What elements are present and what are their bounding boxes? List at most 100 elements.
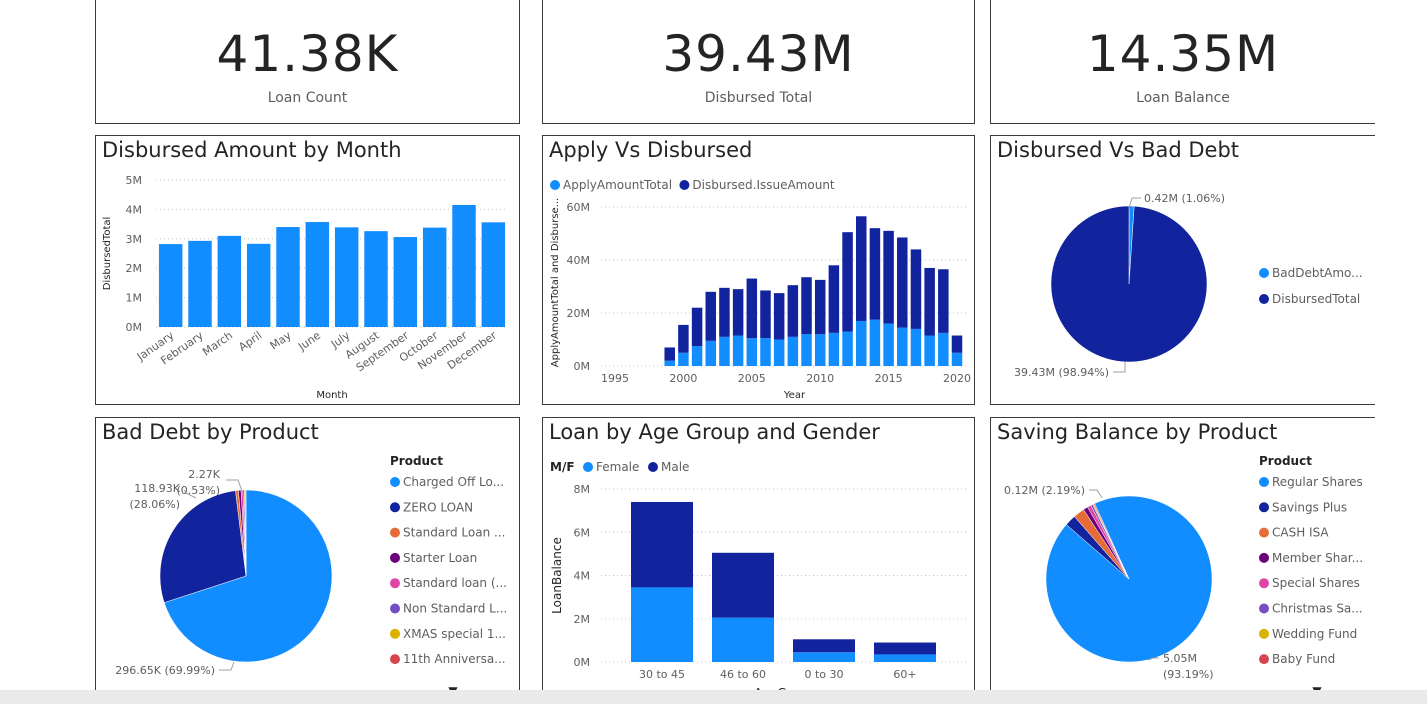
- chart-title: Loan by Age Group and Gender: [549, 420, 880, 444]
- bar-disbursed-2013: [855, 216, 867, 321]
- label-leader-line: [1113, 362, 1126, 373]
- x-tick-label: 60+: [893, 668, 916, 681]
- bar-apply-2013: [855, 320, 867, 366]
- legend-marker: [1259, 477, 1269, 487]
- data-label-regular-shares: 5.05M: [1163, 652, 1197, 665]
- kpi-label: Loan Count: [267, 90, 348, 106]
- bar-january: [158, 244, 183, 327]
- bar-december: [481, 222, 506, 327]
- legend-label: Christmas Sa...: [1272, 602, 1363, 616]
- bar-disbursed-2018: [924, 267, 935, 336]
- legend-label: Female: [596, 460, 639, 474]
- legend-label: Baby Fund: [1272, 652, 1335, 666]
- y-tick-label: 3M: [126, 233, 143, 246]
- x-tick-label: 2010: [806, 372, 834, 385]
- legend-marker: [390, 578, 400, 589]
- legend-marker: [390, 477, 400, 487]
- chart-title: Disbursed Vs Bad Debt: [997, 138, 1240, 162]
- label-leader-line: [226, 479, 243, 492]
- legend-marker: [1259, 628, 1269, 639]
- chart-title: Bad Debt by Product: [102, 420, 319, 444]
- pie-slice-1: [1050, 205, 1208, 363]
- bar-november: [452, 204, 476, 327]
- pie-slice-0: [163, 489, 333, 663]
- x-tick-label: March: [200, 329, 235, 359]
- kpi-label: Loan Balance: [1136, 90, 1230, 106]
- y-tick-label: 2M: [126, 262, 143, 275]
- bar-disbursed-2002: [705, 291, 717, 341]
- legend-label: 11th Anniversa...: [403, 652, 506, 666]
- chart-card-apply-vs-disbursed[interactable]: Apply Vs Disbursed ApplyAmountTotal Disbu…: [542, 135, 975, 405]
- legend-title: Product: [390, 454, 443, 468]
- legend-label: Standard loan (...: [403, 576, 507, 590]
- x-tick-label: 0 to 30: [804, 668, 843, 681]
- bar-disbursed-2007: [773, 293, 785, 340]
- chart-title: Disbursed Amount by Month: [102, 138, 402, 162]
- kpi-card-loan-balance[interactable]: 14.35M Loan Balance: [990, 0, 1375, 124]
- legend-title: Product: [1259, 454, 1312, 468]
- legend-marker: [390, 603, 400, 614]
- bar-disbursed-2019: [938, 269, 949, 333]
- x-axis-title: Month: [316, 390, 347, 401]
- x-tick-label: May: [268, 329, 294, 353]
- bar-disbursed-2011: [828, 265, 840, 333]
- bar-apply-2019: [938, 332, 949, 366]
- legend-marker: [648, 462, 658, 472]
- x-tick-label: 2020: [943, 372, 971, 385]
- bar-march: [217, 235, 242, 327]
- legend-label: BadDebtAmo...: [1272, 266, 1363, 280]
- bar-apply-2020: [951, 352, 963, 366]
- bar-june: [305, 222, 330, 327]
- kpi-value: 14.35M: [1086, 25, 1280, 83]
- data-label-zero-loan: 118.93K: [134, 482, 180, 495]
- chart-card-disbursed-vs-bad-debt[interactable]: Disbursed Vs Bad Debt 0.42M (1.06%) 39.43…: [990, 135, 1375, 405]
- bar-female-2: [793, 652, 855, 662]
- y-tick-label: 40M: [567, 254, 591, 267]
- y-tick-label: 8M: [574, 483, 591, 496]
- bar-disbursed-2020: [951, 335, 963, 353]
- bar-apply-2016: [897, 327, 908, 366]
- data-label-bad-debt: 0.42M (1.06%): [1144, 192, 1225, 205]
- bar-disbursed-2010: [814, 279, 826, 335]
- x-axis-title: Year: [783, 390, 806, 401]
- y-axis-title: LoanBalance: [550, 537, 564, 614]
- legend-label: Charged Off Lo...: [403, 475, 504, 489]
- pie-chart-disbursed-vs-bad-debt[interactable]: 0.42M (1.06%) 39.43M (98.94%) BadDebtAmo..…: [991, 136, 1375, 405]
- bar-disbursed-2012: [842, 232, 853, 332]
- kpi-card-loan-count[interactable]: 41.38K Loan Count: [95, 0, 520, 124]
- pie-chart-saving-balance-by-product[interactable]: 5.05M (93.19%) 0.12M (2.19%) Product Regular…: [991, 418, 1375, 704]
- y-axis-title: ApplyAmountTotal and Disburse...: [550, 198, 561, 367]
- legend-marker: [1259, 268, 1269, 278]
- bar-disbursed-1999: [664, 347, 675, 361]
- chart-card-saving-balance-by-product[interactable]: Saving Balance by Product 5.05M (93.19%) 0…: [990, 417, 1375, 704]
- legend-marker: [390, 654, 400, 665]
- legend-marker: [390, 628, 400, 639]
- chart-card-loan-by-age-gender[interactable]: Loan by Age Group and Gender M/F Female Ma…: [542, 417, 975, 704]
- bar-apply-2010: [814, 334, 826, 366]
- pie-chart-bad-debt-by-product[interactable]: 296.65K (69.99%) 118.93K (28.06%) 2.27K (0.5…: [96, 418, 520, 704]
- pie-slice-1: [159, 490, 247, 603]
- bar-disbursed-2015: [883, 230, 894, 324]
- kpi-value: 41.38K: [216, 25, 399, 83]
- stacked-bar-chart-loan-by-age-gender[interactable]: M/F Female Male 0M 2M 4M 6M 8M 30 to 45 46 to 60 0…: [543, 418, 975, 704]
- data-label-standard-loan-pct: (0.53%): [176, 484, 220, 497]
- legend-marker: [1259, 294, 1269, 304]
- bar-male-1: [712, 552, 774, 618]
- stacked-bar-chart-apply-vs-disbursed[interactable]: ApplyAmountTotal Disbursed.IssueAmount 0M 2…: [543, 136, 975, 405]
- bar-apply-2017: [910, 328, 922, 366]
- chart-card-disbursed-by-month[interactable]: Disbursed Amount by Month 0M 1M 2M 3M 4M 5M Ja…: [95, 135, 520, 405]
- legend-label: XMAS special 1...: [403, 627, 506, 641]
- bar-female-1: [712, 617, 774, 662]
- legend-marker: [1259, 578, 1269, 589]
- bar-apply-2003: [719, 336, 730, 366]
- kpi-card-disbursed-total[interactable]: 39.43M Disbursed Total: [542, 0, 975, 124]
- bar-august: [364, 231, 388, 327]
- y-tick-label: 60M: [567, 201, 591, 214]
- chart-card-bad-debt-by-product[interactable]: Bad Debt by Product 296.65K (69.99%) 118.…: [95, 417, 520, 704]
- chart-title: Apply Vs Disbursed: [549, 138, 753, 162]
- x-tick-label: 2000: [669, 372, 697, 385]
- bar-female-0: [631, 587, 693, 662]
- data-label-standard-loan: 2.27K: [188, 468, 220, 481]
- legend-label: ZERO LOAN: [403, 500, 473, 514]
